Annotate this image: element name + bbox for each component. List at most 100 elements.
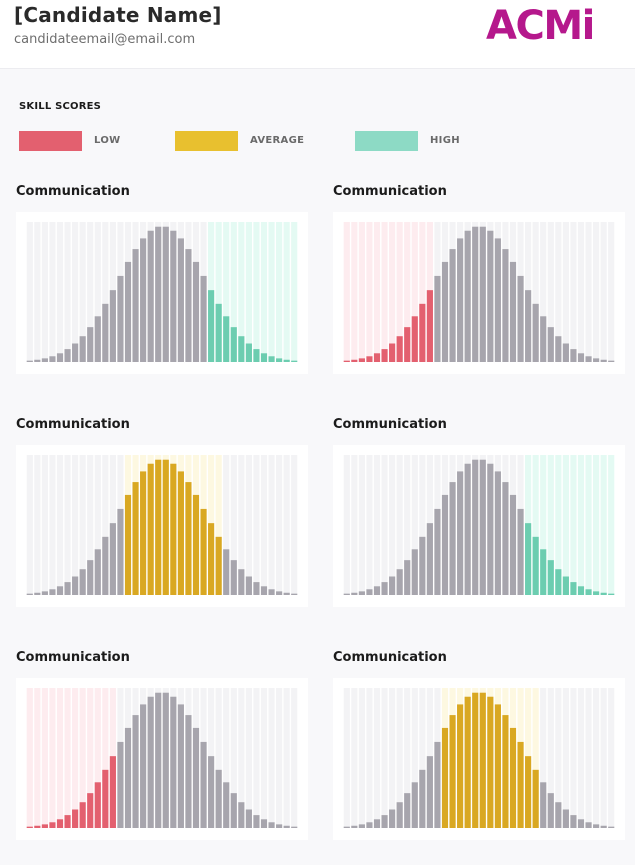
distribution-bar <box>555 802 562 828</box>
distribution-bar <box>487 230 494 362</box>
distribution-bar <box>49 822 56 828</box>
distribution-bar <box>260 586 268 595</box>
background-bar <box>373 222 381 362</box>
distribution-bar <box>343 360 350 362</box>
chart-title: Communication <box>333 650 447 665</box>
legend-label-low: LOW <box>94 135 121 146</box>
background-bar <box>291 222 298 362</box>
distribution-bar <box>230 560 237 595</box>
background-bar <box>381 222 388 362</box>
distribution-bar <box>185 482 192 595</box>
distribution-bar <box>381 582 388 595</box>
distribution-bar <box>208 756 215 828</box>
distribution-bar <box>449 249 456 362</box>
background-bar <box>94 222 101 362</box>
distribution-bar <box>570 349 577 362</box>
background-bar <box>389 688 396 828</box>
background-bar <box>570 688 577 828</box>
distribution-bar <box>562 809 569 828</box>
background-bar <box>253 688 260 828</box>
background-bar <box>260 222 268 362</box>
background-bar <box>389 455 396 595</box>
background-bar <box>381 455 388 595</box>
distribution-bar <box>494 704 501 828</box>
distribution-bar <box>162 226 169 362</box>
distribution-bar <box>26 826 33 828</box>
background-bar <box>102 455 109 595</box>
acmi-logo: ACMi <box>486 3 595 49</box>
background-bar <box>419 222 426 362</box>
distribution-bar <box>283 592 290 595</box>
background-bar <box>49 688 56 828</box>
background-bar <box>419 455 426 595</box>
distribution-bar <box>185 249 192 362</box>
distribution-bar <box>426 290 433 362</box>
background-bar <box>411 222 418 362</box>
background-bar <box>26 455 33 595</box>
distribution-bar <box>208 290 215 362</box>
distribution-bar <box>479 692 486 828</box>
distribution-bar <box>411 549 418 595</box>
distribution-bar <box>162 459 169 595</box>
distribution-bar <box>555 569 562 595</box>
distribution-bar <box>509 727 517 828</box>
distribution-bar <box>502 482 509 595</box>
distribution-bar <box>79 569 86 595</box>
background-bar <box>268 222 275 362</box>
chart-card <box>333 212 625 374</box>
background-bar <box>547 455 554 595</box>
distribution-bar <box>87 560 94 595</box>
distribution-bar <box>532 536 539 595</box>
background-bar <box>283 688 290 828</box>
chart-card <box>16 212 308 374</box>
distribution-bar <box>600 825 607 828</box>
distribution-bar <box>162 692 169 828</box>
background-bar <box>555 455 562 595</box>
legend-swatch-low <box>19 131 82 151</box>
distribution-bar <box>102 536 109 595</box>
distribution-bar <box>185 715 192 828</box>
distribution-bar <box>419 536 426 595</box>
chart-title: Communication <box>333 417 447 432</box>
distribution-bar <box>260 353 268 362</box>
bell-curve-chart <box>343 222 615 362</box>
background-bar <box>260 688 268 828</box>
distribution-bar <box>200 508 207 595</box>
background-bar <box>358 222 365 362</box>
background-bar <box>223 455 230 595</box>
chart-title: Communication <box>16 184 130 199</box>
background-bar <box>230 222 237 362</box>
distribution-bar <box>223 549 230 595</box>
distribution-bar <box>509 494 517 595</box>
background-bar <box>238 455 245 595</box>
background-bar <box>34 455 41 595</box>
distribution-bar <box>215 303 222 362</box>
distribution-bar <box>230 793 237 828</box>
distribution-bar <box>389 343 396 362</box>
distribution-bar <box>192 727 200 828</box>
distribution-bar <box>124 727 132 828</box>
distribution-bar <box>593 358 600 362</box>
distribution-bar <box>26 360 33 362</box>
distribution-bar <box>502 249 509 362</box>
background-bar <box>56 455 64 595</box>
background-bar <box>562 455 569 595</box>
distribution-bar <box>268 822 275 828</box>
chart-title: Communication <box>16 650 130 665</box>
distribution-bar <box>177 471 184 595</box>
background-bar <box>215 455 222 595</box>
background-bar <box>64 688 71 828</box>
background-bar <box>268 688 275 828</box>
distribution-bar <box>117 741 124 828</box>
distribution-bar <box>525 523 532 595</box>
background-bar <box>562 222 569 362</box>
distribution-bar <box>124 261 132 362</box>
distribution-bar <box>555 336 562 362</box>
background-bar <box>94 688 101 828</box>
bell-curve-chart <box>26 688 298 828</box>
distribution-bar <box>72 576 79 595</box>
background-bar <box>260 455 268 595</box>
distribution-bar <box>56 819 64 828</box>
background-bar <box>396 455 403 595</box>
distribution-bar <box>585 589 592 595</box>
